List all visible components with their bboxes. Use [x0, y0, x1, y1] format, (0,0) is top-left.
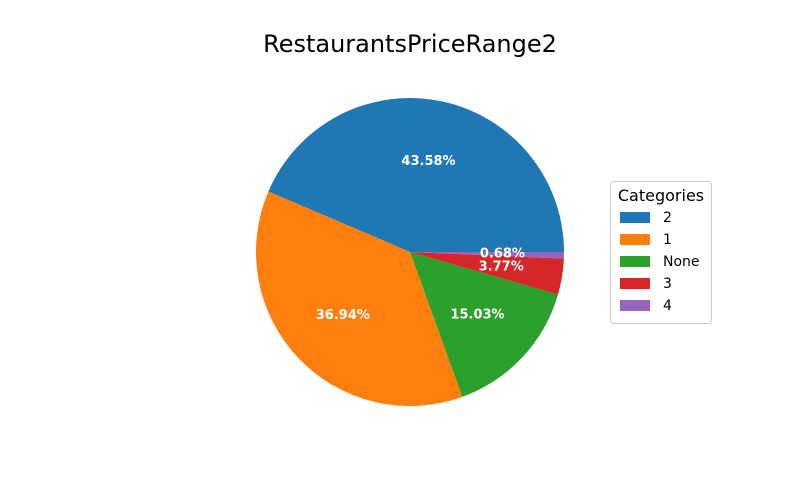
legend-label-1: 1 [663, 232, 672, 248]
pie-slice-labels: 43.58% 36.94% 15.03% 3.77%0.68% [316, 154, 525, 323]
slice-label-3: 3.77% [479, 259, 524, 274]
legend-label-2: 2 [663, 210, 672, 226]
legend-swatch-4 [620, 300, 650, 311]
chart-title: RestaurantsPriceRange2 [263, 30, 557, 58]
legend-label-none: None [663, 254, 700, 270]
pie-slice-4 [410, 252, 564, 259]
legend-label-3: 3 [663, 276, 672, 292]
pie-slice-3 [410, 252, 564, 295]
slice-label-2: 43.58% [401, 154, 455, 169]
legend-items: 2 1 None 3 4 [620, 210, 700, 314]
legend: Categories 2 1 None 3 4 [610, 181, 712, 324]
pie-slices [255, 97, 564, 407]
slice-label-none: 15.03% [450, 308, 504, 323]
pie-slice-2 [268, 97, 564, 252]
pie-slice-1 [255, 191, 463, 407]
legend-swatch-none [620, 256, 650, 267]
slice-label-1: 36.94% [316, 308, 370, 323]
legend-swatch-3 [620, 278, 650, 289]
legend-swatch-2 [620, 212, 650, 223]
legend-title: Categories [618, 186, 704, 205]
legend-swatch-1 [620, 234, 650, 245]
legend-label-4: 4 [663, 298, 672, 314]
pie-slice-none [410, 252, 559, 397]
slice-label-4: 0.68% [480, 246, 525, 261]
